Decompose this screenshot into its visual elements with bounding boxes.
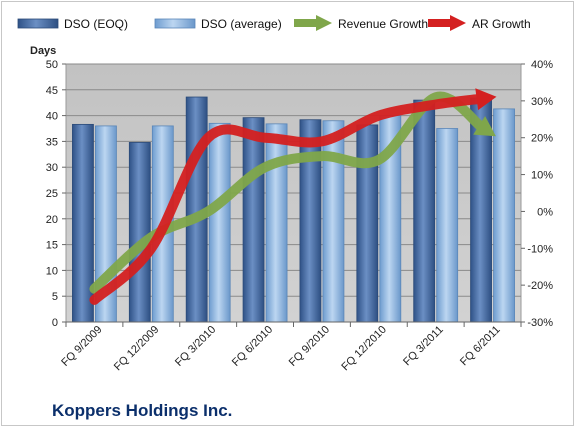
y-tick-label: 40 xyxy=(46,111,58,123)
arrowhead-revenue-growth xyxy=(473,116,496,137)
y2-tick-label: -20% xyxy=(527,280,553,292)
y2-axis-ticks: -30% -20% -10% 0% 10% 20% 30% 40% xyxy=(521,59,553,329)
bar-dso-eoq xyxy=(356,124,379,323)
bar-dso-average xyxy=(208,122,231,323)
legend-label-dso-eoq: DSO (EOQ) xyxy=(64,17,128,31)
bar-dso-eoq xyxy=(72,123,94,323)
y-tick-label: 0 xyxy=(52,317,58,329)
y2-tick-label: 10% xyxy=(531,170,553,182)
y-tick-label: 5 xyxy=(52,291,58,303)
legend-item-dso-average: DSO (average) xyxy=(154,17,282,31)
bar-dso-average xyxy=(265,123,288,323)
bar-dso-average xyxy=(493,108,515,323)
line-ar-growth xyxy=(89,94,484,305)
y2-tick-label: 30% xyxy=(531,96,553,108)
legend-item-dso-eoq: DSO (EOQ) xyxy=(17,17,128,31)
x-tick-label: FQ 6/2010 xyxy=(230,324,275,369)
y2-tick-label: -30% xyxy=(527,317,553,329)
y-tick-label: 15 xyxy=(46,240,58,252)
legend-item-ar-growth: AR Growth xyxy=(428,15,531,31)
bar-dso-eoq xyxy=(299,119,322,323)
legend-label-revenue-growth: Revenue Growth xyxy=(338,17,428,31)
legend-label-ar-growth: AR Growth xyxy=(472,17,531,31)
bar-dso-eoq xyxy=(413,99,436,323)
x-tick-label: FQ 9/2010 xyxy=(287,324,332,369)
bar-dso-eoq xyxy=(242,117,265,323)
y-tick-label: 45 xyxy=(46,85,58,97)
x-tick-label: FQ 3/2011 xyxy=(401,324,446,369)
x-tick-label: FQ 12/2010 xyxy=(339,324,389,374)
x-tick-label: FQ 6/2011 xyxy=(458,324,503,369)
x-axis-ticks: FQ 9/2009 FQ 12/2009 FQ 3/2010 FQ 6/2010 FQ … xyxy=(59,321,522,374)
y2-tick-label: 40% xyxy=(531,59,553,71)
company-name: Koppers Holdings Inc. xyxy=(52,401,232,420)
arrowhead-ar-growth xyxy=(475,88,497,111)
y2-tick-label: 20% xyxy=(531,133,553,145)
y2-tick-label: 0% xyxy=(537,206,553,218)
legend-label-dso-average: DSO (average) xyxy=(201,17,282,31)
x-tick-label: FQ 3/2010 xyxy=(173,324,218,369)
y-tick-label: 35 xyxy=(46,136,58,148)
y-axis-ticks: 0 5 10 15 20 25 30 35 40 45 50 xyxy=(46,59,66,329)
y-tick-label: 10 xyxy=(46,265,58,277)
x-tick-label: FQ 12/2009 xyxy=(112,324,162,374)
y-axis-label: Days xyxy=(30,45,56,57)
y2-tick-label: -10% xyxy=(527,243,553,255)
x-tick-label: FQ 9/2009 xyxy=(59,324,104,369)
y-tick-label: 50 xyxy=(46,59,58,71)
bar-dso-average xyxy=(322,120,345,323)
bar-dso-average xyxy=(436,128,459,323)
legend: DSO (EOQ) DSO (average) Revenue Growth A… xyxy=(17,15,531,31)
chart-svg: DSO (EOQ) DSO (average) Revenue Growth A… xyxy=(17,15,553,420)
y-tick-label: 25 xyxy=(46,188,58,200)
growth-lines xyxy=(89,88,497,305)
y-tick-label: 20 xyxy=(46,214,58,226)
legend-item-revenue-growth: Revenue Growth xyxy=(294,15,428,31)
bar-dso-eoq xyxy=(128,142,151,323)
y-tick-label: 30 xyxy=(46,162,58,174)
